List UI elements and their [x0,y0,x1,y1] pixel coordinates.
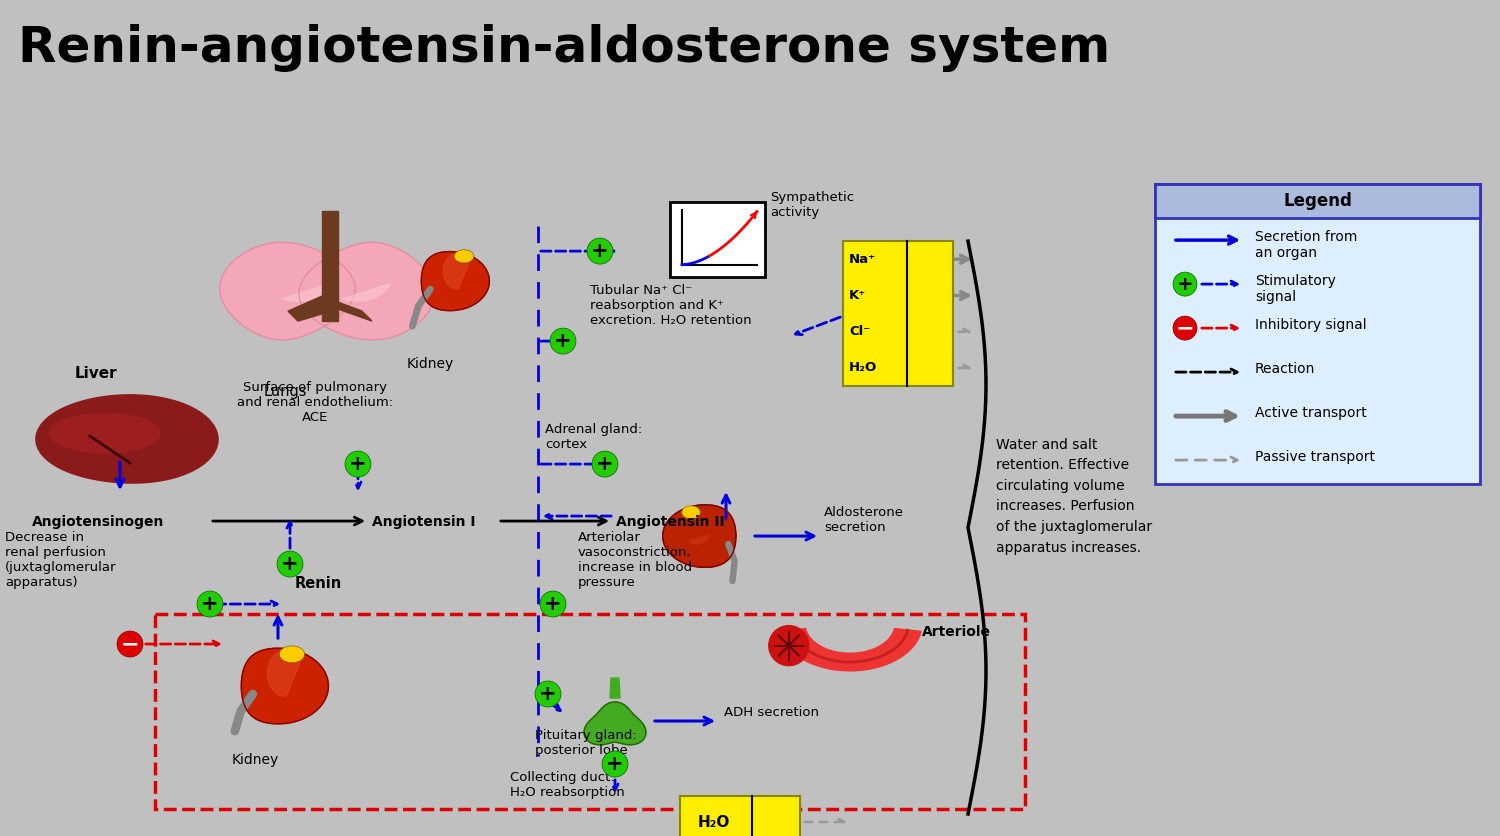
Polygon shape [267,650,302,696]
Circle shape [586,238,613,264]
Circle shape [278,551,303,577]
Text: Reaction: Reaction [1256,362,1316,376]
Text: Kidney: Kidney [231,753,279,767]
Text: Cl⁻: Cl⁻ [849,325,870,339]
Polygon shape [322,296,372,321]
Text: Angiotensinogen: Angiotensinogen [32,515,165,529]
Polygon shape [242,648,328,724]
Text: Na⁺: Na⁺ [849,252,876,266]
Text: Legend: Legend [1282,192,1352,210]
Text: +: + [591,241,609,261]
Text: Decrease in
renal perfusion
(juxtaglomerular
apparatus): Decrease in renal perfusion (juxtaglomer… [4,531,117,589]
Text: Renin-angiotensin-aldosterone system: Renin-angiotensin-aldosterone system [18,24,1110,72]
Polygon shape [688,535,709,544]
Text: +: + [280,554,298,574]
Bar [1155,184,1480,218]
Text: −: − [120,634,140,654]
Text: Secretion from
an organ: Secretion from an organ [1256,230,1358,260]
Text: H₂O: H₂O [849,361,877,375]
Text: Sympathetic
activity: Sympathetic activity [770,191,853,219]
Polygon shape [50,414,160,452]
Bar [843,241,952,386]
Text: Kidney: Kidney [406,357,453,371]
Text: H₂O: H₂O [698,814,730,829]
Text: Adrenal gland:
cortex: Adrenal gland: cortex [544,423,642,451]
Ellipse shape [454,250,474,263]
Text: Active transport: Active transport [1256,406,1366,420]
Ellipse shape [279,646,304,663]
Text: Angiotensin I: Angiotensin I [372,515,476,529]
Text: Water and salt
retention. Effective
circulating volume
increases. Perfusion
of t: Water and salt retention. Effective circ… [996,437,1152,554]
Circle shape [602,751,628,777]
Text: Liver: Liver [75,366,117,381]
Circle shape [345,451,370,477]
Text: +: + [1176,274,1194,293]
Text: Angiotensin II: Angiotensin II [616,515,724,529]
Text: Collecting duct:
H₂O reabsorption: Collecting duct: H₂O reabsorption [510,771,624,799]
Circle shape [550,328,576,354]
Text: Pituitary gland:
posterior lobe: Pituitary gland: posterior lobe [536,729,636,757]
Polygon shape [288,296,338,321]
Text: Tubular Na⁺ Cl⁻
reabsorption and K⁺
excretion. H₂O retention: Tubular Na⁺ Cl⁻ reabsorption and K⁺ excr… [590,284,752,327]
Circle shape [770,625,808,665]
Text: Stimulatory
signal: Stimulatory signal [1256,274,1336,304]
Text: Passive transport: Passive transport [1256,450,1376,464]
Text: −: − [1176,318,1194,338]
Polygon shape [298,242,433,340]
Text: Lungs: Lungs [264,384,306,399]
Polygon shape [342,283,390,301]
Circle shape [1173,272,1197,296]
Bar [670,201,765,277]
Circle shape [1173,316,1197,340]
Text: +: + [554,331,572,351]
Text: +: + [538,684,556,704]
Text: +: + [544,594,562,614]
Polygon shape [36,395,218,483]
Circle shape [117,631,142,657]
Polygon shape [610,678,620,698]
Polygon shape [584,702,646,745]
Polygon shape [778,629,921,670]
Polygon shape [422,252,489,311]
Text: Aldosterone
secretion: Aldosterone secretion [824,506,904,534]
Polygon shape [322,212,338,321]
Text: +: + [350,454,368,474]
Circle shape [540,591,566,617]
Bar [680,796,800,836]
Text: Arteriolar
vasoconstriction,
increase in blood
pressure: Arteriolar vasoconstriction, increase in… [578,531,692,589]
Polygon shape [282,283,330,301]
Text: +: + [201,594,219,614]
Circle shape [592,451,618,477]
Text: +: + [606,754,624,774]
Text: Arteriole: Arteriole [922,625,992,639]
Ellipse shape [682,506,700,518]
Circle shape [536,681,561,707]
Polygon shape [442,253,470,289]
Text: K⁺: K⁺ [849,289,867,302]
Circle shape [196,591,223,617]
Text: Renin: Renin [296,576,342,591]
Text: Surface of pulmonary
and renal endothelium:
ACE: Surface of pulmonary and renal endotheli… [237,381,393,424]
Polygon shape [220,242,356,340]
Polygon shape [663,505,736,568]
Bar [1155,184,1480,484]
Text: ADH secretion: ADH secretion [724,706,819,719]
Text: Inhibitory signal: Inhibitory signal [1256,318,1366,332]
Text: +: + [596,454,613,474]
